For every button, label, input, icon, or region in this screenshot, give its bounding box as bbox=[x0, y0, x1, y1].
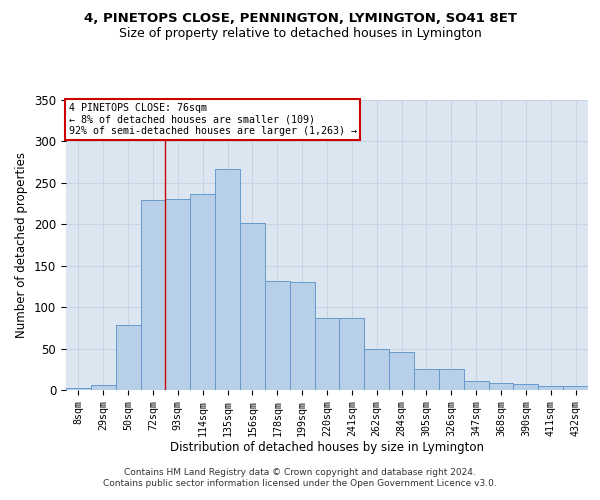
Bar bbox=[439, 370, 464, 390]
Bar bbox=[91, 385, 116, 390]
Bar bbox=[314, 318, 340, 390]
Bar bbox=[389, 352, 414, 390]
Bar bbox=[190, 194, 215, 390]
Text: Contains HM Land Registry data © Crown copyright and database right 2024.
Contai: Contains HM Land Registry data © Crown c… bbox=[103, 468, 497, 487]
Bar bbox=[66, 388, 91, 390]
Bar bbox=[116, 324, 140, 390]
Bar bbox=[290, 282, 314, 390]
Bar bbox=[464, 381, 488, 390]
Bar bbox=[514, 384, 538, 390]
Text: 4, PINETOPS CLOSE, PENNINGTON, LYMINGTON, SO41 8ET: 4, PINETOPS CLOSE, PENNINGTON, LYMINGTON… bbox=[83, 12, 517, 26]
Text: 4 PINETOPS CLOSE: 76sqm
← 8% of detached houses are smaller (109)
92% of semi-de: 4 PINETOPS CLOSE: 76sqm ← 8% of detached… bbox=[68, 103, 356, 136]
Bar bbox=[488, 384, 514, 390]
Bar bbox=[240, 224, 265, 390]
X-axis label: Distribution of detached houses by size in Lymington: Distribution of detached houses by size … bbox=[170, 442, 484, 454]
Text: Size of property relative to detached houses in Lymington: Size of property relative to detached ho… bbox=[119, 28, 481, 40]
Bar bbox=[563, 386, 588, 390]
Bar bbox=[140, 200, 166, 390]
Bar bbox=[215, 169, 240, 390]
Bar bbox=[166, 200, 190, 390]
Bar bbox=[265, 282, 290, 390]
Bar bbox=[538, 386, 563, 390]
Bar bbox=[414, 370, 439, 390]
Y-axis label: Number of detached properties: Number of detached properties bbox=[16, 152, 28, 338]
Bar bbox=[340, 318, 364, 390]
Bar bbox=[364, 348, 389, 390]
